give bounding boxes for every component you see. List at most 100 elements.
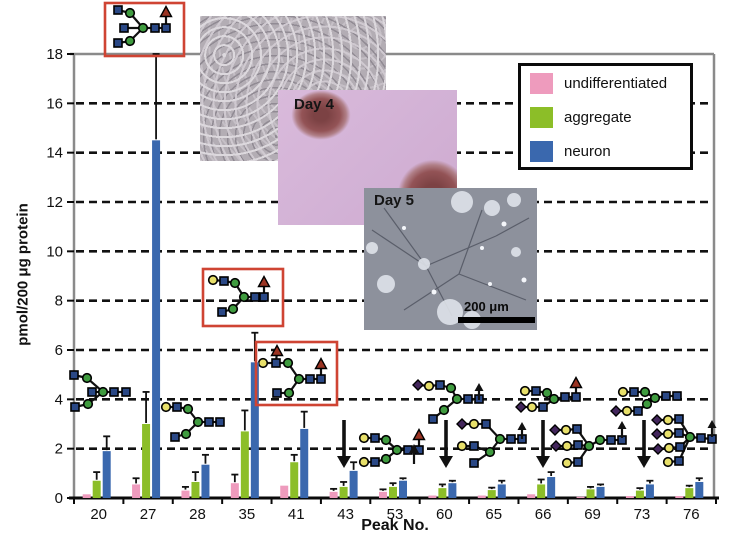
scale-bar-label: 200 μm bbox=[464, 299, 509, 314]
bar-undifferentiated-53 bbox=[379, 491, 387, 498]
decrease-arrow bbox=[337, 420, 351, 468]
x-tick-label: 73 bbox=[634, 506, 651, 523]
legend-label: undifferentiated bbox=[564, 75, 668, 92]
mannose-circle-icon bbox=[548, 393, 560, 405]
fucose-triangle-icon bbox=[257, 275, 271, 288]
glcnac-square-icon bbox=[69, 370, 79, 380]
glcnac-square-icon bbox=[674, 414, 684, 424]
sialic-acid-diamond-icon bbox=[412, 379, 424, 391]
glcnac-square-icon bbox=[70, 402, 80, 412]
y-tick-label: 0 bbox=[55, 490, 63, 507]
mannose-circle-icon bbox=[641, 398, 653, 410]
x-tick-label: 43 bbox=[337, 506, 354, 523]
glycan-annotation bbox=[456, 418, 527, 468]
bar-aggregate-65 bbox=[487, 490, 496, 498]
scale-bar bbox=[458, 317, 535, 323]
glcnac-square-icon bbox=[370, 457, 380, 467]
sialic-acid-diamond-icon bbox=[651, 414, 663, 426]
decrease-arrow bbox=[536, 420, 550, 468]
glcnac-square-icon bbox=[170, 432, 180, 442]
bar-aggregate-43 bbox=[339, 486, 348, 498]
y-tick-label: 8 bbox=[55, 293, 63, 310]
x-tick-label: 53 bbox=[387, 506, 404, 523]
sialic-acid-diamond-icon bbox=[652, 443, 664, 455]
glcnac-square-icon bbox=[370, 433, 380, 443]
glcnac-square-icon bbox=[87, 387, 97, 397]
bar-neuron-41 bbox=[300, 428, 309, 498]
glcnac-square-icon bbox=[481, 419, 491, 429]
mannose-circle-icon bbox=[649, 392, 661, 404]
bar-neuron-76 bbox=[695, 481, 704, 498]
bar-aggregate-60 bbox=[438, 488, 447, 498]
bar-neuron-60 bbox=[448, 483, 457, 498]
sialic-acid-diamond-icon bbox=[550, 440, 562, 452]
cell-aggregate-sphere bbox=[284, 90, 358, 146]
increase-arrow-icon bbox=[617, 421, 627, 429]
mannose-circle-icon bbox=[82, 398, 94, 410]
glcnac-square-icon bbox=[113, 38, 123, 48]
glcnac-square-icon bbox=[119, 23, 129, 33]
galactose-circle-icon bbox=[456, 440, 468, 452]
glcnac-square-icon bbox=[633, 406, 643, 416]
glcnac-square-icon bbox=[573, 457, 583, 467]
fucose-triangle-icon bbox=[159, 5, 173, 18]
glcnac-square-icon bbox=[219, 276, 229, 286]
fucose-triangle-icon bbox=[569, 376, 583, 389]
legend-swatch-aggregate bbox=[530, 107, 553, 128]
mannose-circle-icon bbox=[639, 386, 651, 398]
galactose-circle-icon bbox=[617, 386, 629, 398]
bar-aggregate-20 bbox=[92, 480, 101, 498]
bar-aggregate-53 bbox=[389, 486, 397, 498]
bar-aggregate-28 bbox=[191, 481, 200, 498]
day4-label: Day 4 bbox=[294, 96, 335, 113]
mannose-circle-icon bbox=[583, 440, 595, 452]
galactose-circle-icon bbox=[662, 456, 674, 468]
glcnac-square-icon bbox=[463, 394, 473, 404]
y-tick-label: 16 bbox=[46, 95, 63, 112]
glcnac-square-icon bbox=[161, 23, 171, 33]
bar-neuron-27 bbox=[152, 140, 161, 499]
glcnac-square-icon bbox=[113, 5, 123, 15]
galactose-circle-icon bbox=[561, 440, 573, 452]
mannose-circle-icon bbox=[283, 387, 295, 399]
mannose-circle-icon bbox=[541, 387, 553, 399]
mannose-circle-icon bbox=[293, 373, 305, 385]
x-tick-label: 28 bbox=[189, 506, 206, 523]
bar-neuron-20 bbox=[102, 451, 111, 498]
glcnac-square-icon bbox=[560, 392, 570, 402]
mannose-circle-icon bbox=[445, 382, 457, 394]
x-tick-label: 27 bbox=[140, 506, 157, 523]
x-tick-label: 35 bbox=[239, 506, 256, 523]
legend-swatch-neuron bbox=[530, 141, 553, 162]
legend-label: aggregate bbox=[564, 109, 632, 126]
y-tick-label: 4 bbox=[55, 391, 63, 408]
x-tick-label: 65 bbox=[485, 506, 502, 523]
legend-item-aggregate: aggregate bbox=[530, 101, 690, 134]
bar-neuron-65 bbox=[497, 484, 506, 498]
glcnac-square-icon bbox=[675, 442, 685, 452]
y-tick-label: 14 bbox=[46, 145, 63, 162]
increase-arrow-icon bbox=[474, 383, 484, 391]
galactose-circle-icon bbox=[663, 442, 675, 454]
glcnac-square-icon bbox=[305, 374, 315, 384]
glycan-annotation bbox=[207, 274, 271, 317]
red-highlight-box bbox=[201, 267, 285, 328]
glcnac-square-icon bbox=[271, 358, 281, 368]
mannose-circle-icon bbox=[391, 444, 403, 456]
galactose-circle-icon bbox=[662, 414, 674, 426]
day5-label: Day 5 bbox=[374, 192, 415, 209]
glcnac-square-icon bbox=[674, 456, 684, 466]
glcnac-square-icon bbox=[428, 414, 438, 424]
galactose-circle-icon bbox=[257, 357, 269, 369]
neuron-texture bbox=[364, 188, 537, 330]
red-highlight-box bbox=[254, 340, 339, 407]
bar-neuron-43 bbox=[349, 470, 358, 498]
glcnac-square-icon bbox=[538, 402, 548, 412]
fucose-triangle-icon bbox=[412, 428, 426, 441]
decrease-arrow bbox=[637, 420, 651, 468]
glcnac-square-icon bbox=[121, 387, 131, 397]
glycan-annotation bbox=[651, 414, 717, 468]
bar-undifferentiated-69 bbox=[576, 496, 585, 498]
glcnac-square-icon bbox=[674, 428, 684, 438]
mannose-circle-icon bbox=[229, 277, 241, 289]
